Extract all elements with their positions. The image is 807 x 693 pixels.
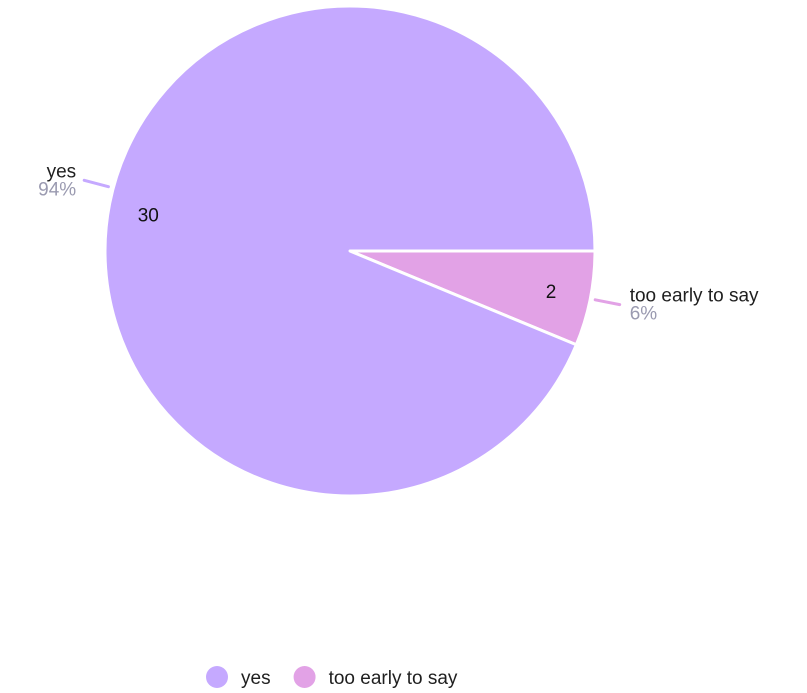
leader-lines (82, 178, 622, 307)
legend-swatch-too-early-to-say (293, 666, 316, 688)
category-label-yes: yes (47, 161, 77, 182)
value-label-yes: 30 (138, 205, 159, 226)
legend-item-yes[interactable]: yes (206, 666, 271, 689)
category-label-too-early-to-say: too early to say (630, 286, 759, 307)
pie-slices (103, 4, 597, 498)
percent-label-too-early-to-say: 6% (630, 304, 658, 325)
value-label-too-early-to-say: 2 (546, 282, 557, 303)
leader-line-too-early-to-say (593, 298, 622, 307)
percent-label-yes: 94% (38, 179, 76, 200)
legend: yes too early to say (206, 666, 458, 689)
legend-label-yes: yes (241, 668, 271, 689)
legend-label-too-early-to-say: too early to say (329, 668, 458, 689)
pie-slice-yes (103, 4, 597, 498)
leader-line-yes (82, 178, 110, 189)
legend-swatch-yes (206, 666, 228, 688)
legend-item-too-early-to-say[interactable]: too early to say (293, 666, 458, 689)
